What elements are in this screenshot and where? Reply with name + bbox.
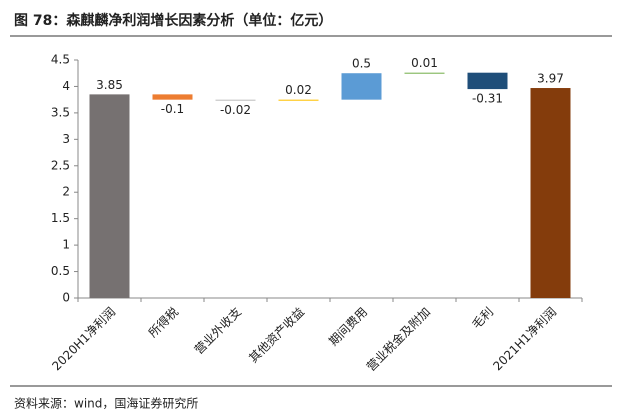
- chart-title: 图 78：森麒麟净利润增长因素分析（单位：亿元）: [14, 12, 332, 29]
- y-tick-label: 3: [62, 132, 70, 146]
- y-tick-label: 1: [62, 238, 70, 252]
- bar: [467, 72, 508, 90]
- y-tick-label: 3.5: [51, 105, 70, 119]
- bar: [530, 88, 571, 298]
- y-tick-label: 0.5: [51, 264, 70, 278]
- data-label: -0.1: [161, 102, 184, 116]
- x-tick-label: 营业税金及附加: [363, 304, 433, 374]
- bar: [215, 99, 256, 101]
- bar: [341, 73, 382, 100]
- data-label: 0.5: [352, 57, 371, 71]
- source: 资料来源：wind，国海证券研究所: [14, 396, 198, 411]
- x-tick-label: 所得税: [145, 304, 181, 340]
- data-label: 0.02: [285, 83, 312, 97]
- data-label: 3.85: [96, 78, 123, 92]
- y-tick-label: 0: [62, 291, 70, 305]
- data-label: -0.31: [472, 92, 503, 106]
- x-tick-label: 营业外收支: [192, 305, 244, 357]
- x-tick-label: 2020H1净利润: [49, 305, 118, 374]
- x-tick-label: 期间费用: [326, 305, 370, 349]
- data-label: -0.02: [220, 103, 251, 117]
- x-tick-label: 其他资产收益: [246, 305, 307, 366]
- bar: [278, 99, 319, 101]
- bar: [404, 72, 445, 74]
- data-label: 0.01: [411, 56, 438, 70]
- y-tick-label: 2: [62, 185, 70, 199]
- y-tick-label: 2.5: [51, 158, 70, 172]
- x-tick-label: 毛利: [469, 305, 496, 332]
- x-tick-label: 2021H1净利润: [490, 305, 559, 374]
- bar: [152, 94, 193, 100]
- data-label: 3.97: [537, 72, 564, 86]
- y-tick-label: 4: [62, 79, 70, 93]
- bar: [89, 94, 130, 298]
- y-tick-label: 1.5: [51, 211, 70, 225]
- y-tick-label: 4.5: [51, 53, 70, 67]
